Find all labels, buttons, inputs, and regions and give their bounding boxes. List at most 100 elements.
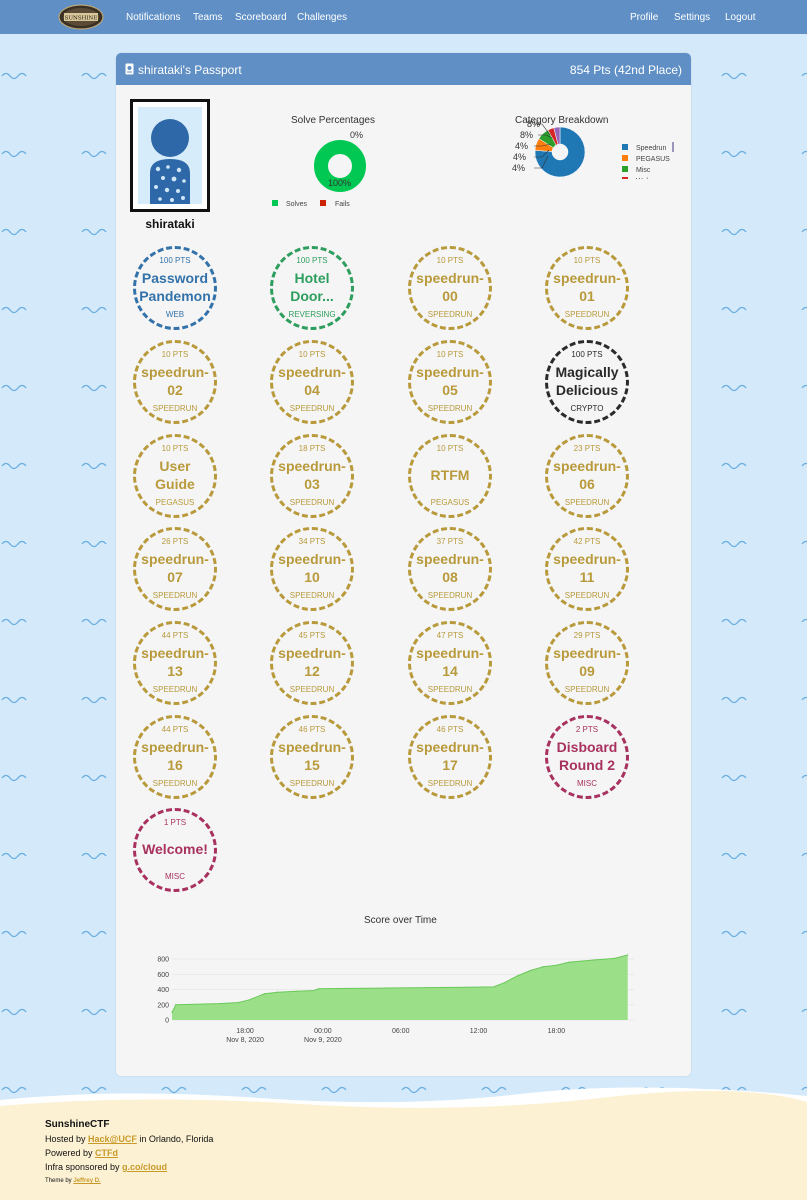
badge-points: 44 PTS [161, 725, 189, 734]
badge-points: 26 PTS [161, 537, 189, 546]
challenge-badge[interactable]: 10 PTS speedrun-04 SPEEDRUN [270, 340, 354, 424]
score-point [248, 999, 250, 1001]
challenge-badge[interactable]: 1 PTS Welcome! MISC [133, 808, 217, 892]
challenge-badge[interactable]: 18 PTS speedrun-03 SPEEDRUN [270, 434, 354, 518]
badge-name: speedrun-09 [553, 645, 621, 679]
badge-name: speedrun-13 [141, 645, 209, 679]
solve-percentage-chart: 0% 100% Solves Fails [272, 130, 366, 208]
challenge-badge[interactable]: 2 PTS Disboard Round 2 MISC [545, 715, 629, 799]
badge-points: 2 PTS [575, 725, 599, 734]
challenge-badge[interactable]: 44 PTS speedrun-13 SPEEDRUN [133, 621, 217, 705]
challenge-badge[interactable]: 46 PTS speedrun-17 SPEEDRUN [408, 715, 492, 799]
challenge-badge[interactable]: 37 PTS speedrun-08 SPEEDRUN [408, 527, 492, 611]
badge-category: SPEEDRUN [427, 591, 473, 600]
badge-points: 42 PTS [573, 537, 601, 546]
category-percent-label: 4% [512, 163, 525, 173]
hackucf-link[interactable]: Hack@UCF [88, 1134, 137, 1144]
challenge-badge[interactable]: 100 PTS Magically Delicious CRYPTO [545, 340, 629, 424]
badge-category: SPEEDRUN [564, 591, 610, 600]
sunshine-logo[interactable]: SUNSHINE [58, 4, 104, 30]
score-point [627, 954, 629, 956]
badge-category: SPEEDRUN [427, 310, 473, 319]
solve-chart-title: Solve Percentages [291, 115, 375, 126]
badge-points: 10 PTS [298, 350, 326, 359]
legend-clip [618, 179, 686, 193]
category-leader-line [534, 143, 552, 147]
category-outside-labels: 8%8%4%4%4% [512, 119, 553, 173]
nav-teams[interactable]: Teams [193, 12, 223, 23]
badge-name: speedrun-14 [416, 645, 484, 679]
badge-points: 23 PTS [573, 444, 601, 453]
category-leader-line [534, 149, 550, 158]
category-breakdown-chart: 8%8%4%4%4% SpeedrunPEGASUSMiscWeb [512, 119, 686, 193]
challenge-badge[interactable]: 34 PTS speedrun-10 SPEEDRUN [270, 527, 354, 611]
legend-fails: Fails [335, 201, 350, 208]
score-line [171, 954, 628, 1013]
y-tick-label: 0 [165, 1018, 169, 1025]
badge-name: RTFM [430, 467, 470, 483]
nav-scoreboard[interactable]: Scoreboard [235, 12, 287, 23]
gcloud-link[interactable]: g.co/cloud [122, 1162, 168, 1172]
solve-donut-slice [314, 140, 366, 192]
challenge-badge[interactable]: 10 PTS speedrun-01 SPEEDRUN [545, 246, 629, 330]
challenge-badge[interactable]: 46 PTS speedrun-15 SPEEDRUN [270, 715, 354, 799]
challenge-badge[interactable]: 26 PTS speedrun-07 SPEEDRUN [133, 527, 217, 611]
badge-category: PEGASUS [430, 498, 470, 507]
challenge-badge[interactable]: 47 PTS speedrun-14 SPEEDRUN [408, 621, 492, 705]
category-pie [534, 126, 586, 178]
legend-scrollbar[interactable] [672, 142, 674, 152]
challenge-badge[interactable]: 10 PTS RTFM PEGASUS [408, 434, 492, 518]
score-point [313, 989, 315, 992]
category-leader-line [534, 123, 551, 136]
legend-fails-swatch [320, 200, 326, 206]
score-point [171, 1011, 173, 1013]
legend-label: PEGASUS [636, 156, 670, 163]
challenge-badge[interactable]: 10 PTS speedrun-02 SPEEDRUN [133, 340, 217, 424]
y-tick-label: 600 [157, 972, 169, 979]
legend-solves: Solves [286, 201, 308, 208]
challenge-badge[interactable]: 10 PTS speedrun-05 SPEEDRUN [408, 340, 492, 424]
badge-points: 10 PTS [436, 350, 464, 359]
challenge-badge[interactable]: 29 PTS speedrun-09 SPEEDRUN [545, 621, 629, 705]
badge-points: 10 PTS [161, 444, 189, 453]
badge-name: speedrun-11 [553, 551, 621, 585]
challenge-badge[interactable]: 45 PTS speedrun-12 SPEEDRUN [270, 621, 354, 705]
score-point [387, 987, 389, 989]
challenge-badge[interactable]: 10 PTS User Guide PEGASUS [133, 434, 217, 518]
score-point [348, 987, 350, 990]
badge-points: 18 PTS [298, 444, 326, 453]
badge-points: 37 PTS [436, 537, 464, 546]
footer-brand: SunshineCTF [45, 1119, 110, 1130]
challenge-badge[interactable]: 44 PTS speedrun-16 SPEEDRUN [133, 715, 217, 799]
score-point [317, 988, 320, 990]
badge-name: speedrun-02 [141, 364, 209, 398]
nav-logout[interactable]: Logout [725, 12, 756, 23]
badge-category: SPEEDRUN [427, 685, 473, 694]
passport-points: 854 Pts (42nd Place) [569, 63, 682, 77]
score-point [493, 986, 495, 988]
challenge-badge[interactable]: 42 PTS speedrun-11 SPEEDRUN [545, 527, 629, 611]
badge-category: SPEEDRUN [427, 404, 473, 413]
badge-points: 10 PTS [436, 444, 464, 453]
badge-name: speedrun-00 [416, 270, 484, 304]
footer-hosted: Hosted by Hack@UCF in Orlando, Florida [45, 1134, 214, 1144]
challenge-badge[interactable]: 23 PTS speedrun-06 SPEEDRUN [545, 434, 629, 518]
top-navbar: SUNSHINE Notifications Teams Scoreboard … [0, 0, 807, 34]
badge-name: speedrun-15 [278, 739, 346, 773]
challenge-badge[interactable]: 100 PTS Hotel Door... REVERSING [270, 246, 354, 330]
ctfd-link[interactable]: CTFd [95, 1148, 119, 1158]
nav-profile[interactable]: Profile [630, 12, 659, 23]
badge-name: speedrun-07 [141, 551, 209, 585]
badge-name: speedrun-08 [416, 551, 484, 585]
category-slice [534, 126, 586, 178]
challenge-badge[interactable]: 100 PTS Password Pandemon WEB [133, 246, 217, 330]
badge-points: 10 PTS [573, 256, 601, 265]
challenge-badge[interactable]: 10 PTS speedrun-00 SPEEDRUN [408, 246, 492, 330]
nav-challenges[interactable]: Challenges [297, 12, 348, 23]
nav-settings[interactable]: Settings [674, 12, 711, 23]
nav-notifications[interactable]: Notifications [126, 12, 181, 23]
theme-author-link[interactable]: Jeffrey D. [73, 1178, 101, 1184]
legend-swatch [622, 155, 628, 161]
legend-swatch [622, 144, 628, 150]
score-point [426, 987, 428, 989]
